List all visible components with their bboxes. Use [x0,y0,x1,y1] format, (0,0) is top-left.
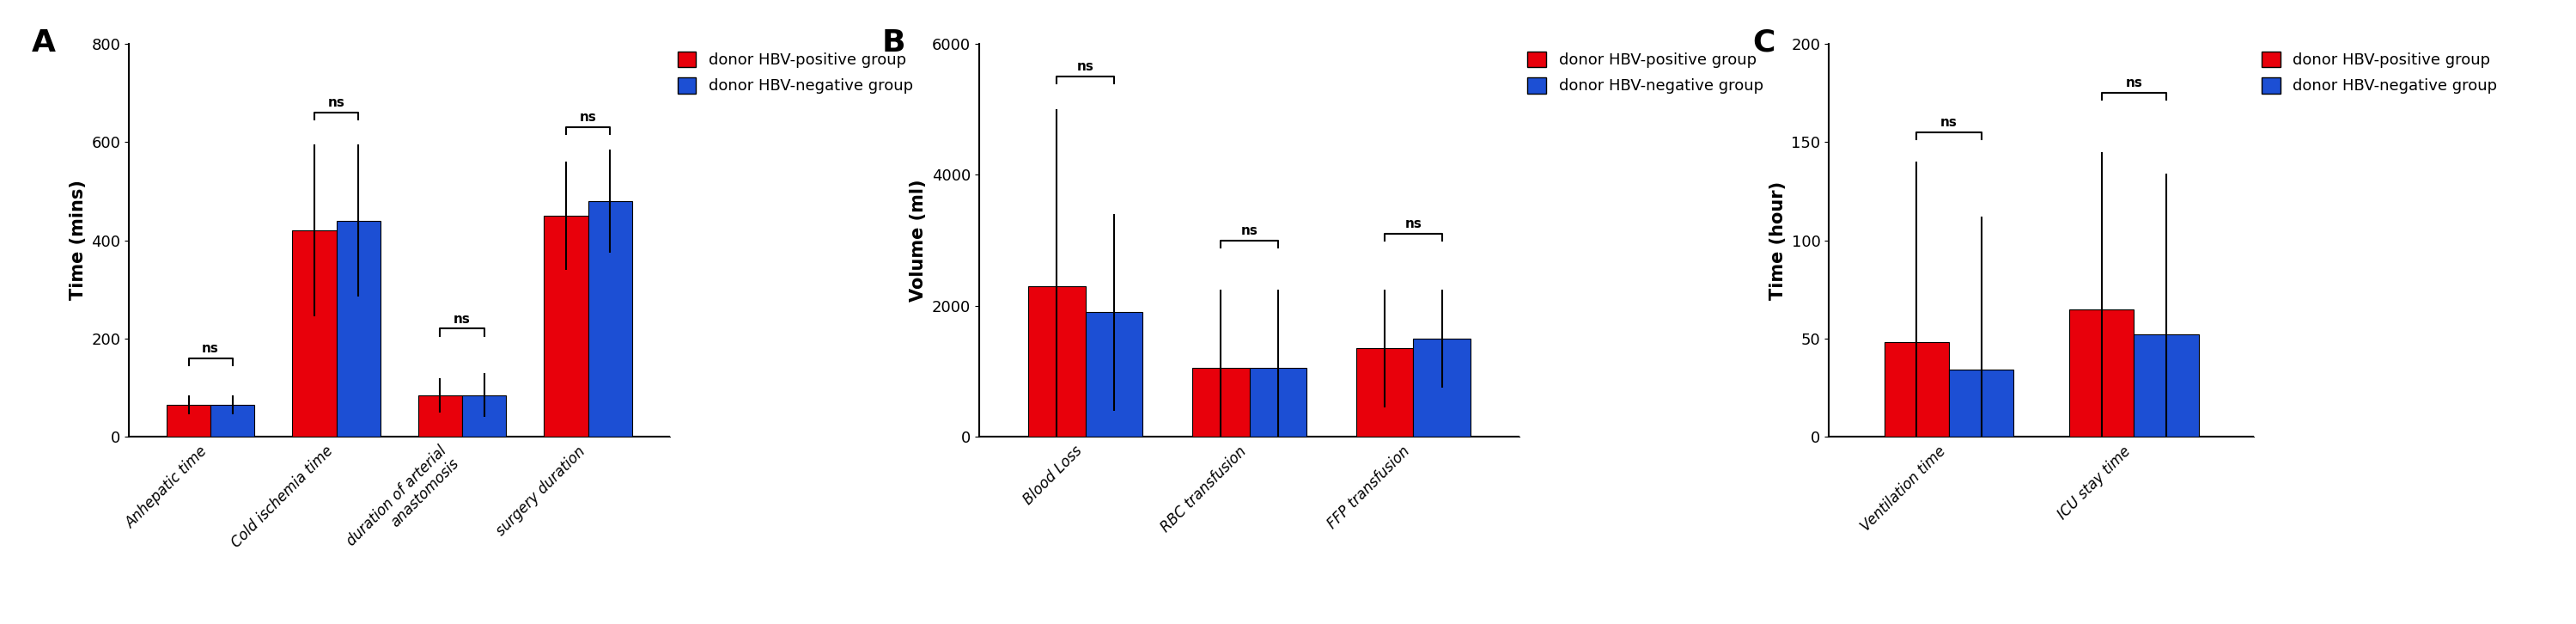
Text: B: B [881,28,904,57]
Bar [2069,309,2133,437]
Text: ns: ns [201,342,219,355]
Bar [461,395,507,437]
Bar [587,201,631,437]
Bar [2133,334,2197,437]
Bar [1193,368,1249,437]
Legend: donor HBV-positive group, donor HBV-negative group: donor HBV-positive group, donor HBV-nega… [2262,51,2496,94]
Text: ns: ns [1242,224,1257,237]
Bar [167,405,211,437]
Text: A: A [31,28,57,57]
Text: ns: ns [453,313,471,326]
Y-axis label: Volume (ml): Volume (ml) [909,179,927,301]
Text: ns: ns [1077,61,1095,73]
Bar [1414,338,1471,437]
Legend: donor HBV-positive group, donor HBV-negative group: donor HBV-positive group, donor HBV-nega… [1528,51,1762,94]
Bar [1028,286,1084,437]
Text: ns: ns [2125,77,2143,90]
Legend: donor HBV-positive group, donor HBV-negative group: donor HBV-positive group, donor HBV-nega… [677,51,912,94]
Text: ns: ns [580,111,598,124]
Bar [291,230,337,437]
Bar [211,405,255,437]
Bar [1950,370,2014,437]
Bar [544,216,587,437]
Bar [1084,312,1144,437]
Text: ns: ns [1940,116,1958,129]
Y-axis label: Time (mins): Time (mins) [70,180,88,300]
Text: ns: ns [327,97,345,109]
Bar [1249,368,1306,437]
Bar [1355,348,1414,437]
Text: ns: ns [1404,218,1422,230]
Bar [417,395,461,437]
Text: C: C [1752,28,1775,57]
Bar [337,220,381,437]
Bar [1886,343,1950,437]
Y-axis label: Time (hour): Time (hour) [1770,181,1788,300]
